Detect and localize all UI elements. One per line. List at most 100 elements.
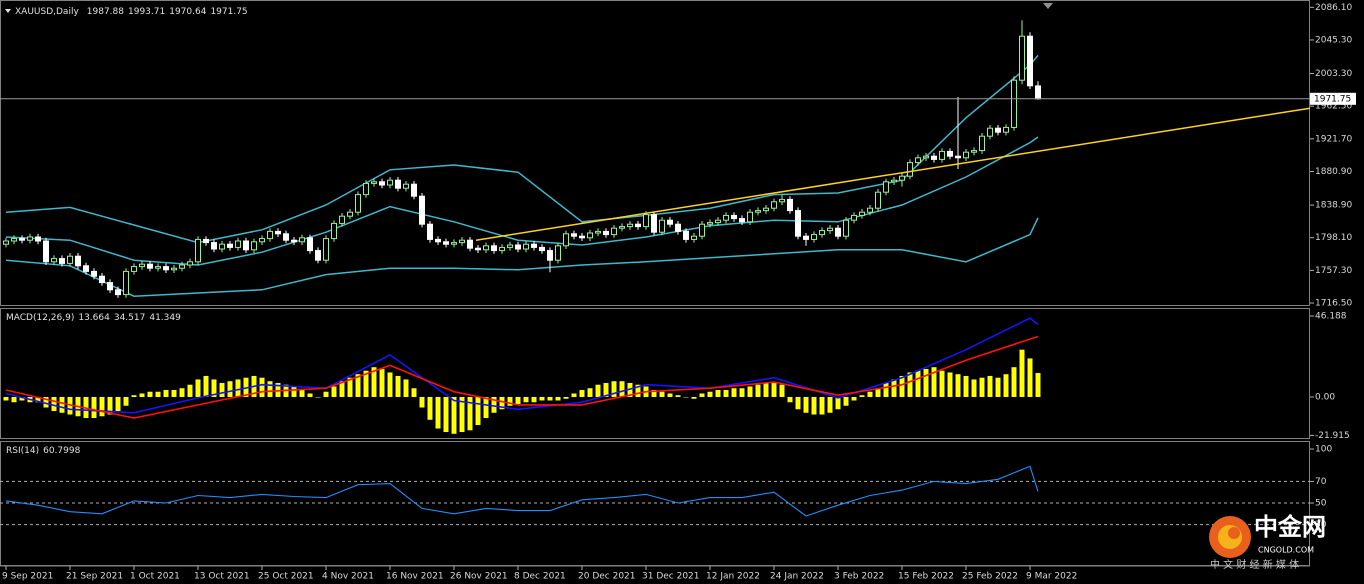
candle-body: [1027, 35, 1033, 87]
macd-histogram-bar: [715, 389, 721, 397]
candle-body: [115, 289, 121, 296]
macd-histogram-bar: [259, 377, 265, 397]
logo-name: 中金网: [1254, 513, 1326, 541]
macd-histogram-bar: [131, 395, 137, 397]
candle-body: [675, 223, 681, 232]
macd-histogram-bar: [323, 391, 329, 397]
macd-histogram-bar: [371, 367, 377, 397]
candle-body: [611, 227, 617, 236]
x-tick-label: 13 Oct 2021: [194, 572, 250, 582]
x-tick-label: 25 Oct 2021: [258, 572, 314, 582]
candle-body: [27, 236, 33, 241]
macd-histogram-bar: [171, 389, 177, 397]
x-tick-label: 8 Dec 2021: [514, 572, 566, 582]
macd-histogram-bar: [1027, 358, 1033, 397]
macd-histogram-bar: [1035, 373, 1041, 397]
macd-histogram-bar: [611, 381, 617, 397]
candle-body: [251, 241, 257, 251]
logo-site: CNGOLD.COM: [1258, 546, 1314, 555]
macd-histogram-bar: [731, 388, 737, 397]
candle-body: [371, 181, 377, 184]
candle-body: [667, 219, 673, 225]
macd-histogram-bar: [555, 396, 561, 401]
candle-body: [51, 258, 57, 263]
candle-body: [451, 242, 457, 245]
y-tick-label: 1880.90: [1315, 167, 1352, 177]
candle-body: [243, 240, 249, 251]
macd-histogram-bar: [587, 388, 593, 397]
candle-body: [467, 239, 473, 249]
candle-body: [563, 233, 569, 247]
macd-histogram-bar: [923, 368, 929, 397]
candle-body: [1003, 126, 1009, 133]
macd-histogram-bar: [379, 368, 385, 397]
x-tick-label: 4 Nov 2021: [322, 572, 374, 582]
macd-histogram-bar: [779, 384, 785, 397]
macd-histogram-bar: [523, 396, 529, 403]
candle-body: [195, 238, 201, 263]
candle-body: [955, 155, 961, 159]
candle-body: [859, 211, 865, 216]
candle-body: [91, 270, 97, 277]
x-tick-label: 12 Jan 2022: [706, 572, 760, 582]
macd-histogram-bar: [331, 386, 337, 397]
macd-histogram-bar: [59, 396, 65, 413]
macd-histogram-bar: [979, 377, 985, 397]
candle-body: [995, 127, 1001, 133]
candle-body: [35, 236, 41, 242]
x-tick-label: 20 Dec 2021: [578, 572, 636, 582]
candle-body: [963, 151, 969, 159]
macd-histogram-bar: [507, 396, 513, 406]
marks: 2086.10 2045.30 2003.30 1962.50 1921.70 1880.…: [0, 3, 1356, 582]
x-tick-label: 25 Feb 2022: [962, 572, 1018, 582]
y-tick-label: 1838.90: [1315, 201, 1352, 211]
macd-histogram-bar: [459, 396, 465, 433]
close-value: 1971.75: [210, 7, 247, 17]
y-tick-label: 50: [1315, 499, 1327, 509]
macd-histogram-bar: [771, 382, 777, 397]
macd-histogram-bar: [787, 396, 793, 403]
macd-histogram-bar: [435, 396, 441, 429]
candle-body: [795, 210, 801, 237]
macd-histogram-bar: [971, 379, 977, 397]
macd-line: [5, 317, 1039, 414]
macd-histogram-bar: [1019, 349, 1025, 397]
macd-histogram-bar: [91, 396, 97, 419]
macd-histogram-bar: [795, 396, 801, 410]
macd-histogram-bar: [115, 396, 121, 412]
macd-histogram-bar: [51, 396, 57, 412]
macd-histogram-bar: [219, 382, 225, 397]
x-tick-label: 16 Nov 2021: [386, 572, 444, 582]
candle-body: [219, 243, 225, 250]
macd-histogram-bar: [339, 381, 345, 397]
candle-body: [411, 183, 417, 197]
macd-histogram-bar: [499, 396, 505, 410]
macd-histogram-value: 13.664: [78, 313, 110, 323]
macd-histogram-bar: [595, 384, 601, 397]
candle-body: [523, 243, 529, 250]
candle-body: [915, 157, 921, 164]
candle-body: [595, 230, 601, 234]
macd-histogram-bar: [707, 391, 713, 397]
rsi-header: RSI(14) 60.7998: [6, 446, 81, 456]
macd-histogram-bar: [443, 396, 449, 433]
macd-histogram-bar: [547, 396, 553, 401]
candle-body: [435, 238, 441, 243]
logo-cut: [1228, 527, 1240, 539]
candle-body: [619, 226, 625, 229]
shift-marker: [1043, 3, 1053, 9]
macd-histogram-bar: [835, 396, 841, 410]
candle-body: [379, 181, 385, 186]
macd-histogram-bar: [19, 396, 25, 401]
candle-body: [395, 179, 401, 189]
macd-histogram-bar: [915, 370, 921, 397]
candle-body: [259, 238, 265, 243]
candle-body: [1011, 79, 1017, 128]
x-tick-label: 26 Nov 2021: [450, 572, 508, 582]
candle-body: [731, 214, 737, 220]
macd-histogram-bar: [627, 382, 633, 397]
macd-histogram-bar: [963, 375, 969, 397]
y-tick-label: 1716.50: [1315, 299, 1352, 309]
candle-body: [19, 238, 25, 241]
